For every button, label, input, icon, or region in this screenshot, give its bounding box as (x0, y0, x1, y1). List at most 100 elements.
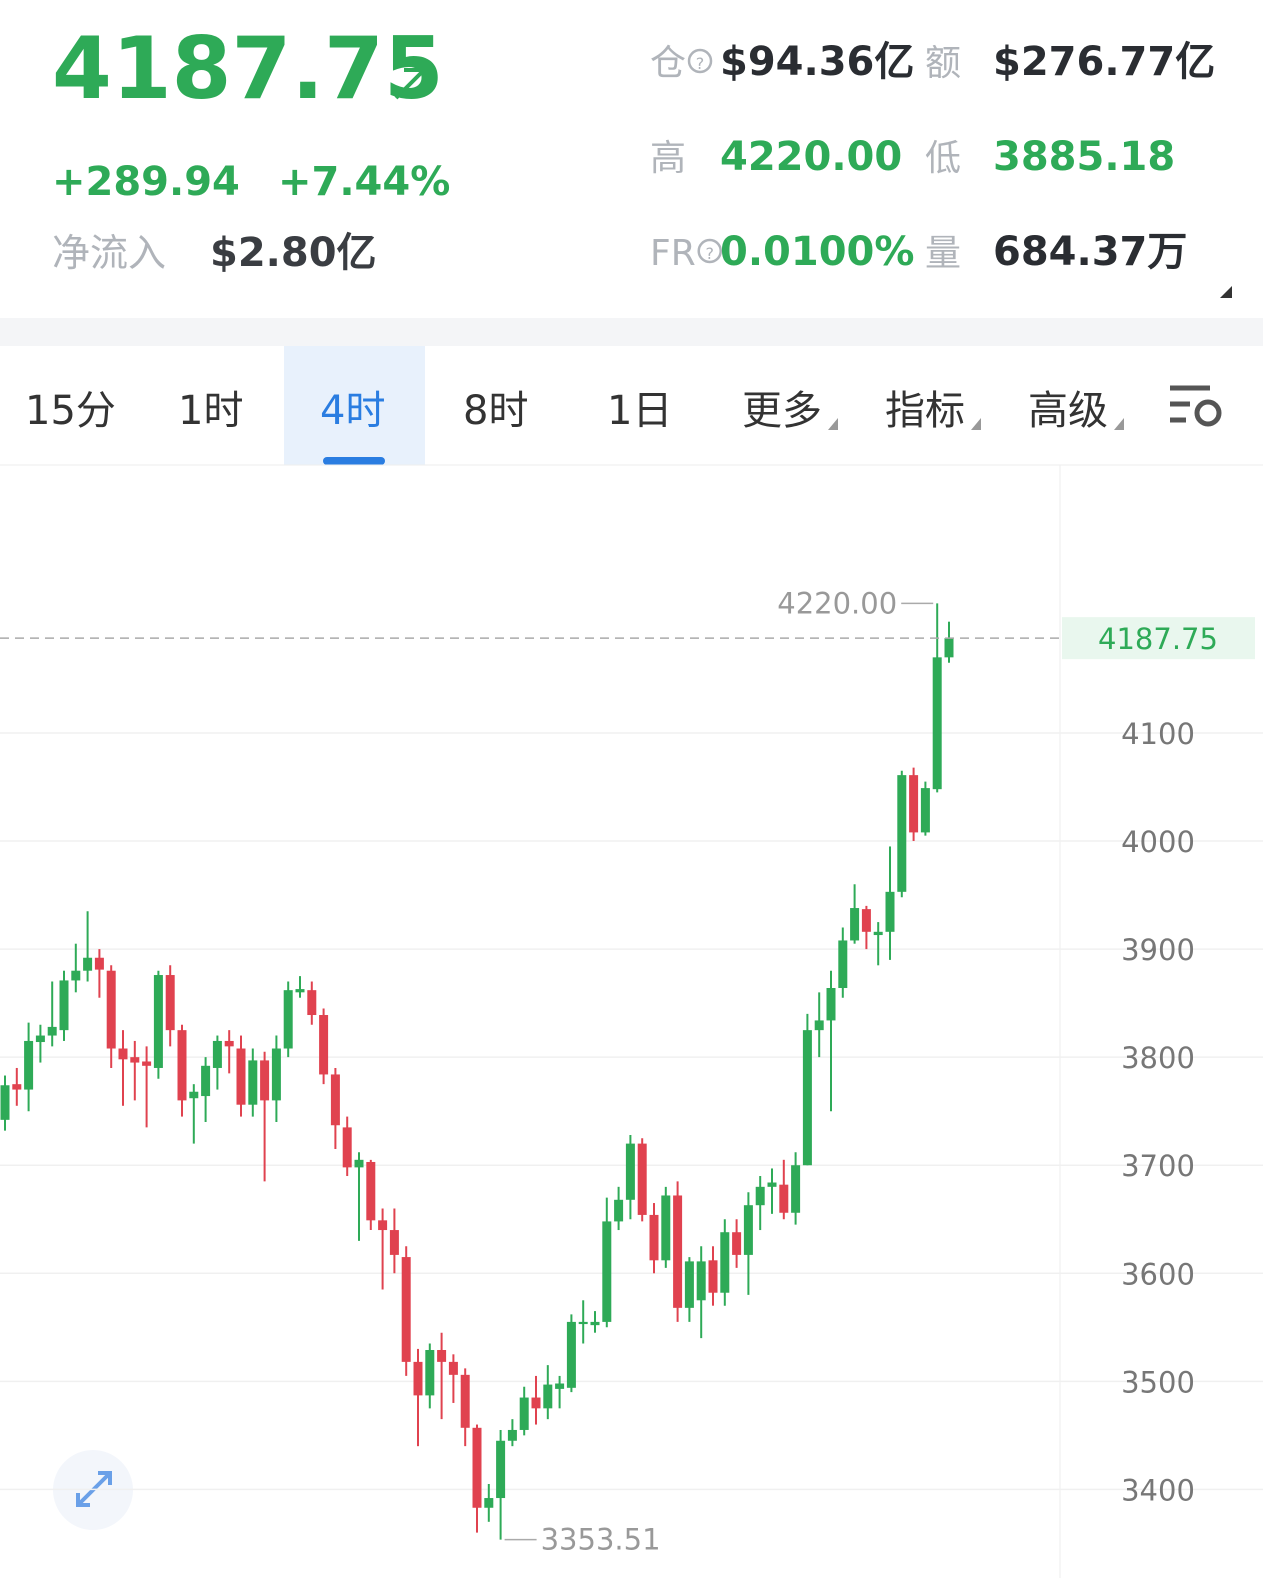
candle-body (944, 638, 954, 658)
candle-body (177, 1030, 187, 1101)
candle-body (909, 775, 919, 833)
candle-body (755, 1186, 765, 1206)
candle-body (732, 1232, 742, 1255)
candle-body (802, 1030, 812, 1166)
stat-label: 量 (925, 233, 961, 274)
candle-body (696, 1261, 706, 1301)
tab[interactable]: 指标 (885, 388, 965, 434)
y-tick-label: 3900 (1121, 933, 1195, 967)
y-tick-label: 3500 (1121, 1365, 1195, 1399)
candle-body (94, 957, 104, 970)
candle-body (673, 1195, 683, 1308)
candle-body (543, 1384, 553, 1409)
candle-body (71, 970, 81, 981)
last-price-bg (1062, 617, 1255, 660)
candle-body (460, 1374, 470, 1428)
candle-body (12, 1084, 22, 1090)
candle-body (625, 1143, 635, 1200)
candle-body (142, 1061, 152, 1066)
candle-body (425, 1349, 435, 1396)
candle-body (283, 990, 293, 1049)
candle-body (590, 1321, 600, 1326)
candle-body (307, 990, 317, 1016)
min-label: 3353.51 (541, 1523, 661, 1557)
candle-body (0, 1085, 10, 1120)
candle-body (826, 988, 836, 1021)
help-icon[interactable] (697, 238, 722, 264)
tab[interactable]: 15分 (25, 388, 116, 434)
stat-value: 684.37万 (993, 229, 1187, 275)
candle-body (578, 1321, 588, 1325)
y-tick-label: 3400 (1121, 1473, 1195, 1507)
candle-body (201, 1065, 211, 1097)
candle-body (319, 1015, 329, 1075)
candle-body (861, 909, 871, 932)
candle-body (684, 1261, 694, 1308)
change: +289.94 (52, 159, 240, 205)
settings-icon[interactable] (1170, 385, 1222, 427)
candle-body (24, 1040, 34, 1090)
candle-body (779, 1184, 789, 1213)
candle-body (838, 940, 848, 989)
price: 4187.75 (52, 19, 444, 119)
tab[interactable]: 4时 (320, 388, 385, 434)
candle-body (378, 1220, 388, 1231)
stat-value: $276.77亿 (993, 39, 1215, 85)
tab[interactable]: 8时 (463, 388, 528, 434)
candle-body (342, 1127, 352, 1168)
stat-label: 仓 (650, 43, 686, 84)
up-arrow-icon (394, 68, 426, 100)
change-pct: +7.44% (278, 159, 450, 205)
help-icon[interactable] (687, 48, 713, 74)
candle-body (236, 1048, 246, 1105)
net-inflow: $2.80亿 (210, 230, 377, 276)
candle-body (496, 1440, 506, 1499)
y-tick-label: 3600 (1121, 1257, 1195, 1291)
stat-value: $94.36亿 (720, 39, 914, 85)
stat-value: 3885.18 (993, 134, 1175, 180)
tab[interactable]: 1日 (607, 388, 672, 434)
candle-body (248, 1060, 258, 1105)
help-icon-mark: ? (696, 54, 705, 73)
candle-body (885, 891, 895, 932)
candle-body (59, 980, 69, 1031)
candle-body (531, 1397, 541, 1409)
tab[interactable]: 高级 (1028, 388, 1108, 434)
candle-body (130, 1057, 140, 1063)
candle-body (767, 1182, 777, 1187)
y-tick-label: 4100 (1121, 717, 1195, 751)
candle-body (602, 1221, 612, 1322)
stat-label: FR (650, 233, 696, 274)
help-icon-mark: ? (705, 244, 714, 263)
candle-body (932, 657, 942, 790)
candle-body (720, 1232, 730, 1293)
candle-body (649, 1214, 659, 1261)
tab[interactable]: 1时 (178, 388, 243, 434)
max-label: 4220.00 (777, 586, 897, 620)
tab[interactable]: 更多 (742, 388, 822, 434)
candle-body (106, 970, 116, 1049)
candle-body (330, 1074, 340, 1126)
stat-label: 额 (925, 43, 961, 84)
candle-body (260, 1060, 270, 1101)
candle-body (814, 1020, 824, 1031)
candle-body (354, 1159, 364, 1168)
candle-body (661, 1195, 671, 1261)
candle-body (224, 1040, 234, 1047)
candle-body (448, 1361, 458, 1375)
candle-body (83, 957, 93, 971)
candle-body (189, 1091, 199, 1099)
stat-value: 0.0100% (720, 229, 914, 275)
candle-body (519, 1397, 529, 1430)
candle-body (437, 1349, 447, 1362)
candle-body (366, 1161, 376, 1221)
dropdown-caret (971, 418, 981, 430)
dropdown-caret (1114, 418, 1124, 430)
candle-body (212, 1040, 222, 1068)
candle-body (743, 1205, 753, 1255)
collapse-corner[interactable] (1220, 286, 1232, 298)
y-tick-label: 4000 (1121, 825, 1195, 859)
candle-body (295, 989, 305, 993)
